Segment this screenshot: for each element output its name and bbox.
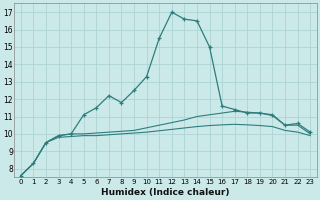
X-axis label: Humidex (Indice chaleur): Humidex (Indice chaleur) bbox=[101, 188, 230, 197]
